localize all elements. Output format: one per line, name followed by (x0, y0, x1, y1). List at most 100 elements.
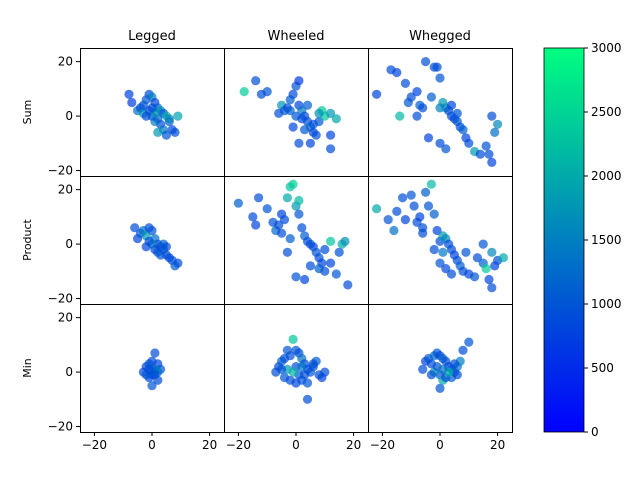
scatter-point (300, 274, 310, 285)
scatter-point (421, 57, 431, 67)
panel-grid: −20 0 20 −20 0 20 −20 0 20 −20 0 20 −20 0 20 −20 0 20 Legg… (21, 29, 513, 452)
y-tick-label: 0 (65, 109, 73, 123)
scatter-point (150, 370, 160, 380)
row-label-product: Product (21, 218, 34, 260)
panel-sum-legged: −20 0 20 (48, 48, 225, 178)
scatter-point (458, 345, 468, 355)
scatter-point (138, 100, 148, 110)
scatter-point (400, 78, 410, 88)
scatter-point (141, 242, 151, 252)
scatter-point (429, 244, 439, 255)
scatter-point (372, 89, 382, 99)
colorbar-tick-label: 1000 (591, 297, 622, 311)
y-tick-label: 0 (65, 365, 73, 379)
scatter-point (161, 130, 171, 140)
scatter-point (441, 264, 451, 274)
scatter-point (481, 141, 491, 151)
scatter-point (432, 225, 442, 236)
x-tick-label: 20 (202, 438, 217, 452)
column-title-whegged: Whegged (409, 29, 471, 44)
y-tick-label: 20 (58, 311, 73, 325)
scatter-point (481, 264, 491, 274)
scatter-point (147, 381, 157, 391)
scatter-point (415, 212, 425, 222)
scatter-point (173, 111, 183, 121)
scatter-point (487, 247, 497, 257)
scatter-point (297, 223, 307, 233)
scatter-point (435, 73, 445, 83)
scatter-point (147, 103, 157, 113)
scatter-point (288, 179, 298, 189)
colorbar: 0 500 1000 1500 2000 2500 3000 (543, 41, 622, 439)
scatter-point (400, 215, 410, 225)
scatter-point (314, 108, 324, 118)
x-tick-label: 0 (148, 438, 156, 452)
scatter-point (282, 193, 292, 203)
scatter-point (277, 228, 287, 238)
scatter-point (144, 364, 154, 374)
scatter-point (409, 201, 419, 211)
scatter-point (127, 97, 137, 108)
scatter-point (239, 87, 249, 97)
scatter-point (438, 247, 448, 257)
scatter-point (153, 127, 163, 137)
scatter-point (435, 258, 445, 268)
y-tick-label: 0 (65, 237, 73, 251)
panel-sum-whegged (368, 48, 513, 177)
scatter-point (300, 370, 310, 380)
x-tick-label: 20 (346, 438, 361, 452)
scatter-point (435, 138, 445, 148)
scatter-point (478, 239, 488, 249)
scatter-point (487, 157, 497, 167)
scatter-point (294, 76, 304, 86)
colorbar-tick-label: 3000 (591, 41, 622, 55)
scatter-point (395, 111, 405, 121)
scatter-point (449, 359, 459, 369)
scatter-point (490, 127, 500, 137)
scatter-point (412, 87, 422, 97)
scatter-point (150, 244, 160, 255)
scatter-point (418, 103, 428, 113)
x-tick-label: −20 (370, 438, 395, 452)
scatter-point (308, 119, 318, 129)
column-title-legged: Legged (128, 29, 176, 44)
scatter-point (141, 111, 151, 121)
scatter-point (372, 204, 382, 214)
scatter-point (170, 127, 180, 137)
panel-product-legged: −20 0 20 (48, 176, 225, 306)
scatter-point (487, 283, 497, 293)
scatter-point (248, 212, 258, 222)
scatter-point (311, 130, 321, 140)
scatter-point (389, 225, 399, 236)
row-label-min: Min (21, 358, 34, 378)
scatter-point (288, 122, 298, 132)
scatter-point (294, 209, 304, 219)
scatter-point (274, 108, 284, 118)
scatter-point (233, 198, 243, 208)
scatter-point (498, 253, 508, 263)
scatter-point (421, 187, 431, 197)
scatter-point (326, 236, 336, 246)
scatter-point (173, 258, 183, 268)
scatter-point (297, 362, 307, 372)
panel-min-wheeled: −20 0 20 (224, 304, 369, 452)
scatter-point (438, 364, 448, 374)
column-title-wheeled: Wheeled (268, 29, 325, 44)
x-tick-label: −20 (226, 438, 251, 452)
scatter-point (331, 269, 341, 279)
scatter-point (297, 114, 307, 124)
panel-min-whegged: −20 0 20 (368, 304, 513, 452)
scatter-point (493, 119, 503, 129)
scatter-point (251, 220, 261, 230)
scatter-point (288, 334, 298, 344)
scatter-point (452, 370, 462, 380)
scatter-point (464, 337, 474, 347)
scatter-point (426, 370, 436, 380)
scatter-point (446, 269, 457, 279)
scatter-point (320, 244, 330, 255)
colorbar-tick-label: 2500 (591, 105, 622, 119)
scatter-point (124, 89, 134, 99)
y-tick-label: 20 (58, 183, 73, 197)
y-tick-label: 20 (58, 55, 73, 69)
